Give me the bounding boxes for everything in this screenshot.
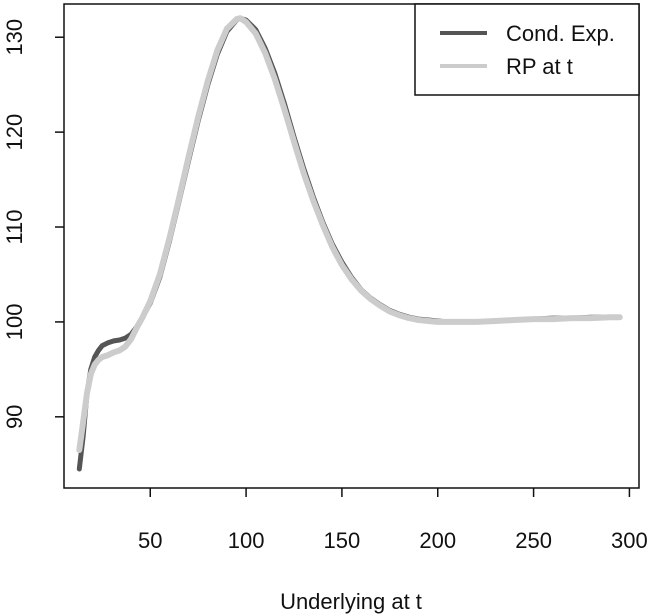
x-tick-label: 250 [515,528,552,553]
y-tick-label: 100 [2,304,27,341]
y-tick-label: 130 [2,19,27,56]
y-tick-label: 90 [2,405,27,429]
x-tick-label: 300 [611,528,648,553]
x-tick-label: 100 [228,528,265,553]
legend-box [414,3,640,96]
y-axis: 90 100 110 120 130 [2,19,64,429]
series-line-rp-at-t [76,15,623,453]
legend-label-cond-exp: Cond. Exp. [506,21,615,46]
x-tick-label: 50 [138,528,162,553]
y-tick-label: 110 [2,209,27,244]
x-tick-label: 150 [324,528,361,553]
x-tick-label: 200 [419,528,456,553]
plot-frame [63,3,640,489]
legend-label-rp-at-t: RP at t [506,54,573,79]
y-tick-label: 120 [2,114,27,151]
x-axis: 50 100 150 200 250 300 [138,488,648,553]
series-layer [76,15,623,472]
legend: Cond. Exp. RP at t [414,3,640,96]
x-axis-title: Underlying at t [280,589,422,614]
